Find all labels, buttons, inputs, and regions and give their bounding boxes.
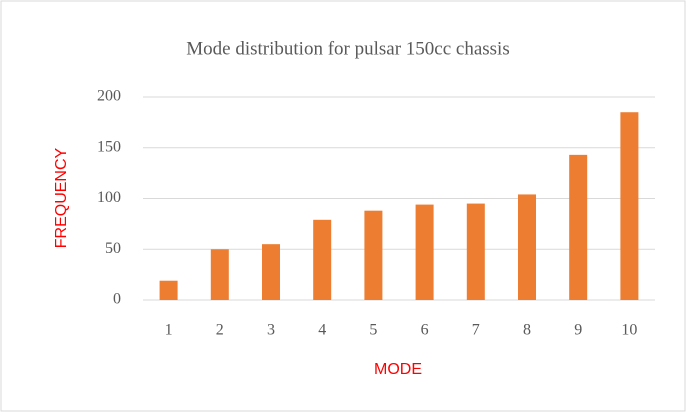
chart-title: Mode distribution for pulsar 150cc chass… — [186, 38, 509, 59]
y-tick-label: 150 — [97, 138, 121, 155]
bar — [159, 280, 178, 300]
x-tick-label: 3 — [267, 322, 275, 339]
y-axis-title: FREQUENCY — [53, 147, 70, 248]
y-tick-label: 200 — [97, 88, 121, 105]
y-tick-label: 0 — [113, 291, 121, 308]
x-tick-label: 6 — [421, 322, 429, 339]
x-tick-label: 8 — [523, 322, 531, 339]
y-tick-label: 100 — [97, 189, 121, 206]
bar — [262, 244, 280, 300]
bar — [313, 219, 332, 300]
bar — [569, 154, 588, 300]
x-tick-label: 10 — [621, 322, 637, 339]
x-tick-label: 7 — [472, 322, 480, 339]
x-tick-label: 9 — [574, 322, 582, 339]
bar — [518, 194, 536, 300]
bar — [415, 204, 434, 300]
x-axis-title: MODE — [374, 361, 422, 378]
x-tick-label: 2 — [216, 322, 224, 339]
bar — [466, 203, 485, 300]
y-tick-label: 50 — [105, 240, 121, 257]
x-tick-label: 4 — [318, 322, 326, 339]
bar — [620, 112, 639, 300]
x-tick-label: 5 — [369, 322, 377, 339]
x-tick-label: 1 — [165, 322, 173, 339]
bar — [364, 210, 383, 300]
bar — [210, 249, 229, 300]
